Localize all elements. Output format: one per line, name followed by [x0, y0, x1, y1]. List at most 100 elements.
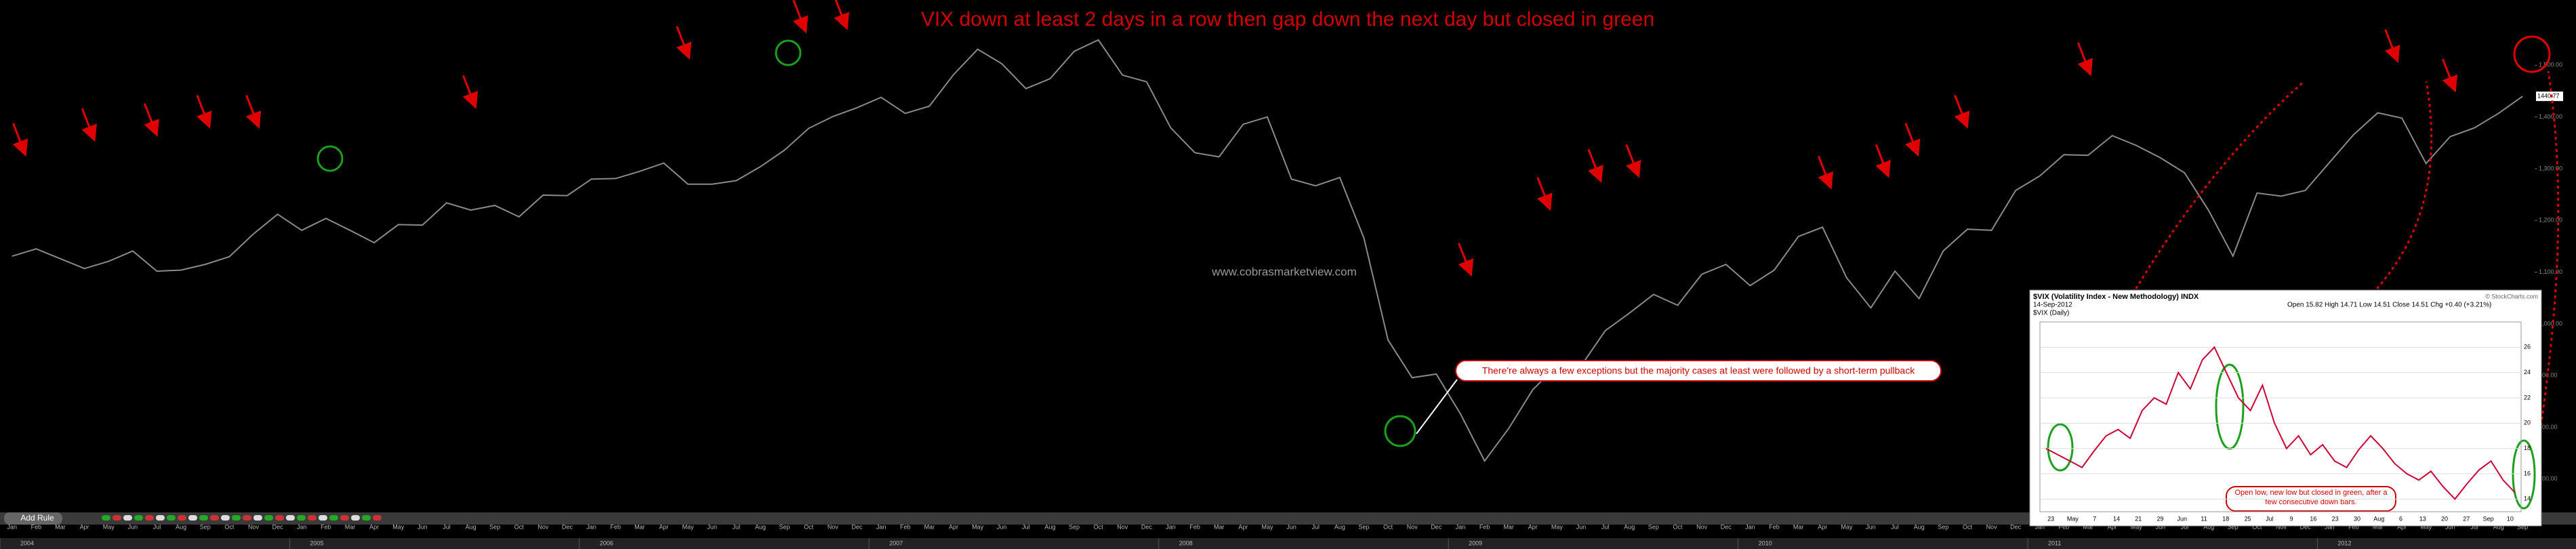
- x-tick-label: 11: [2201, 515, 2207, 522]
- red-arrow: [2442, 58, 2458, 93]
- x-tick-label: Jun: [2156, 523, 2166, 530]
- x-tick-label: Mar: [1503, 523, 1514, 530]
- x-tick-label: Apr: [1528, 523, 1538, 530]
- x-tick-label: Jan: [1745, 523, 1755, 530]
- toolbar-pill: [167, 515, 176, 521]
- inset-chart: $VIX (Volatility Index - New Methodology…: [2029, 289, 2542, 527]
- x-tick-label: Mar: [1793, 523, 1804, 530]
- x-tick-label: Oct: [1963, 523, 1973, 530]
- year-label: 2007: [889, 540, 903, 546]
- x-tick-label: Aug: [1914, 523, 1925, 530]
- x-tick-label: Aug: [1624, 523, 1635, 530]
- x-tick-label: Mar: [1214, 523, 1225, 530]
- x-tick-label: Nov: [1407, 523, 1418, 530]
- x-tick-label: Sep: [2517, 523, 2528, 530]
- x-tick-label: Jul: [1601, 523, 1610, 530]
- toolbar-pill: [297, 515, 306, 521]
- toolbar-pill: [373, 515, 382, 521]
- x-tick-label: Feb: [2348, 523, 2359, 530]
- inset-subtitle: 14-Sep-2012: [2033, 302, 2072, 309]
- x-tick-label: Sep: [779, 523, 790, 530]
- x-tick-label: Oct: [1383, 523, 1393, 530]
- x-tick-label: Dec: [272, 523, 284, 530]
- y-tick-label: 700.00: [2539, 475, 2558, 482]
- x-tick-label: 16: [2310, 515, 2316, 522]
- toolbar-pill: [221, 515, 230, 521]
- x-tick-label: Nov: [1696, 523, 1708, 530]
- toolbar-pill: [351, 515, 360, 521]
- toolbar-pill: [264, 515, 273, 521]
- year-label: 2004: [20, 540, 34, 546]
- x-tick-label: Apr: [1238, 523, 1248, 530]
- red-arrow: [676, 26, 692, 60]
- add-rule-button[interactable]: [4, 512, 62, 525]
- year-label: 2009: [1469, 540, 1482, 546]
- x-tick-label: Aug: [2373, 515, 2384, 522]
- x-tick-label: Jun: [1286, 523, 1296, 530]
- toolbar-pill: [145, 515, 154, 521]
- x-tick-label: Nov: [827, 523, 839, 530]
- x-tick-label: 14: [2113, 515, 2120, 522]
- x-tick-label: Nov: [2276, 523, 2287, 530]
- main-chart: 700.00800.00900.001,000.001,100.001,200.…: [0, 39, 2563, 549]
- x-tick-label: Feb: [1479, 523, 1490, 530]
- x-tick-label: Aug: [1044, 523, 1055, 530]
- toolbar-pill: [286, 515, 295, 521]
- year-label: 2006: [600, 540, 613, 546]
- red-arrow: [1458, 243, 1474, 277]
- x-tick-label: Jul: [2266, 515, 2274, 522]
- y-tick-label: 800.00: [2539, 424, 2558, 430]
- inset-callout-text: Open low, new low but closed in green, a…: [2234, 489, 2388, 506]
- x-tick-label: Aug: [2493, 523, 2504, 530]
- x-tick-label: Oct: [1673, 523, 1683, 530]
- x-tick-label: Jul: [153, 523, 161, 530]
- toolbar-pill: [102, 515, 110, 521]
- x-tick-label: Sep: [1358, 523, 1369, 530]
- x-tick-label: Mar: [345, 523, 356, 530]
- red-arrow: [2077, 42, 2093, 77]
- toolbar-pill: [329, 515, 338, 521]
- y-tick-label: 22: [2524, 394, 2531, 401]
- x-tick-label: Feb: [1769, 523, 1780, 530]
- red-arrow: [81, 108, 97, 142]
- red-arrow: [1817, 155, 1833, 190]
- x-tick-label: Jan: [2325, 523, 2335, 530]
- red-arrow: [196, 95, 212, 129]
- x-tick-label: 25: [2245, 515, 2251, 522]
- x-tick-label: Aug: [176, 523, 186, 530]
- x-tick-label: Aug: [1334, 523, 1345, 530]
- toolbar-pill: [253, 515, 262, 521]
- year-label: 2008: [1179, 540, 1193, 546]
- x-tick-label: Dec: [1431, 523, 1442, 530]
- price-line: [12, 39, 2523, 462]
- x-tick-label: Mar: [2083, 523, 2093, 530]
- x-tick-label: Sep: [200, 523, 211, 530]
- toolbar-pill: [340, 515, 349, 521]
- x-tick-label: Apr: [949, 523, 958, 530]
- x-tick-label: 9: [2290, 515, 2293, 522]
- toolbar: [102, 515, 382, 521]
- x-tick-label: Dec: [851, 523, 863, 530]
- x-tick-label: Jun: [1866, 523, 1876, 530]
- toolbar-pill: [362, 515, 371, 521]
- add-rule-label[interactable]: Add Rule: [20, 513, 54, 523]
- red-arrow: [792, 0, 809, 34]
- x-tick-label: Mar: [55, 523, 66, 530]
- x-tick-label: Jun: [997, 523, 1007, 530]
- x-tick-label: Jun: [2445, 523, 2455, 530]
- x-tick-label: Jan: [297, 523, 307, 530]
- annotations: There're always a few exceptions but the…: [12, 0, 2560, 468]
- x-tick-label: Jul: [2181, 523, 2189, 530]
- y-tick-label: 18: [2524, 445, 2531, 451]
- x-tick-label: Jun: [128, 523, 138, 530]
- toolbar-pill: [210, 515, 219, 521]
- x-tick-label: Jul: [2470, 523, 2478, 530]
- x-tick-label: May: [682, 523, 695, 530]
- x-tick-label: Nov: [1117, 523, 1128, 530]
- x-tick-label: Jan: [1456, 523, 1466, 530]
- red-arrow: [1625, 144, 1641, 178]
- last-price-box: [2536, 92, 2563, 102]
- x-tick-label: Dec: [1141, 523, 1153, 530]
- month-bar: [0, 512, 2576, 525]
